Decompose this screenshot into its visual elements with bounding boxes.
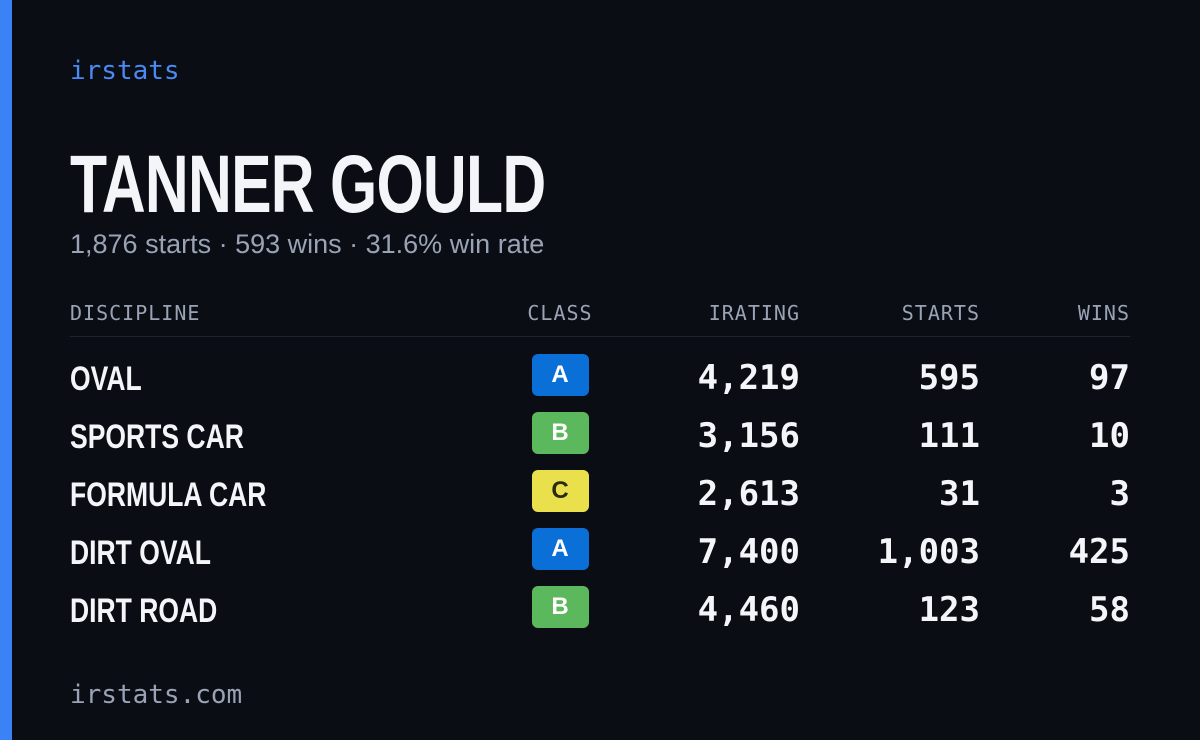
driver-name: TANNER GOULD [70,139,546,230]
brand: irstats [70,56,180,86]
discipline: DIRT OVAL [70,534,211,572]
header-rule [70,336,1130,337]
discipline: SPORTS CAR [70,418,244,456]
class-badge: A [531,354,589,396]
column-header: DISCIPLINE [70,301,201,325]
stat-value: 10 [1089,416,1130,456]
stat-value: 7,400 [697,532,800,572]
stat-value: 3 [1109,474,1130,514]
stat-value: 3,156 [697,416,800,456]
stat-value: 4,219 [697,358,800,398]
stat-value: 595 [918,358,980,398]
discipline: FORMULA CAR [70,476,267,514]
column-header: WINS [1077,301,1130,325]
stat-value: 97 [1089,358,1130,398]
class-badge: C [531,470,589,512]
stat-value: 1,003 [877,532,980,572]
footer: irstats.com [70,680,243,710]
column-header: IRATING [708,301,800,325]
discipline: OVAL [70,360,142,398]
driver-summary: 1,876 starts · 593 wins · 31.6% win rate [70,229,545,259]
stat-value: 31 [939,474,980,514]
stat-value: 4,460 [697,590,800,630]
class-badge: B [531,586,589,628]
stat-value: 425 [1068,532,1130,572]
stat-value: 58 [1089,590,1130,630]
stat-value: 111 [918,416,980,456]
column-header: CLASS [527,301,593,325]
class-badge: B [531,412,589,454]
class-badge: A [531,528,589,570]
stat-value: 123 [918,590,980,630]
accent-stripe [0,0,12,740]
discipline: DIRT ROAD [70,592,218,630]
stat-value: 2,613 [697,474,800,514]
column-header: STARTS [901,301,980,325]
